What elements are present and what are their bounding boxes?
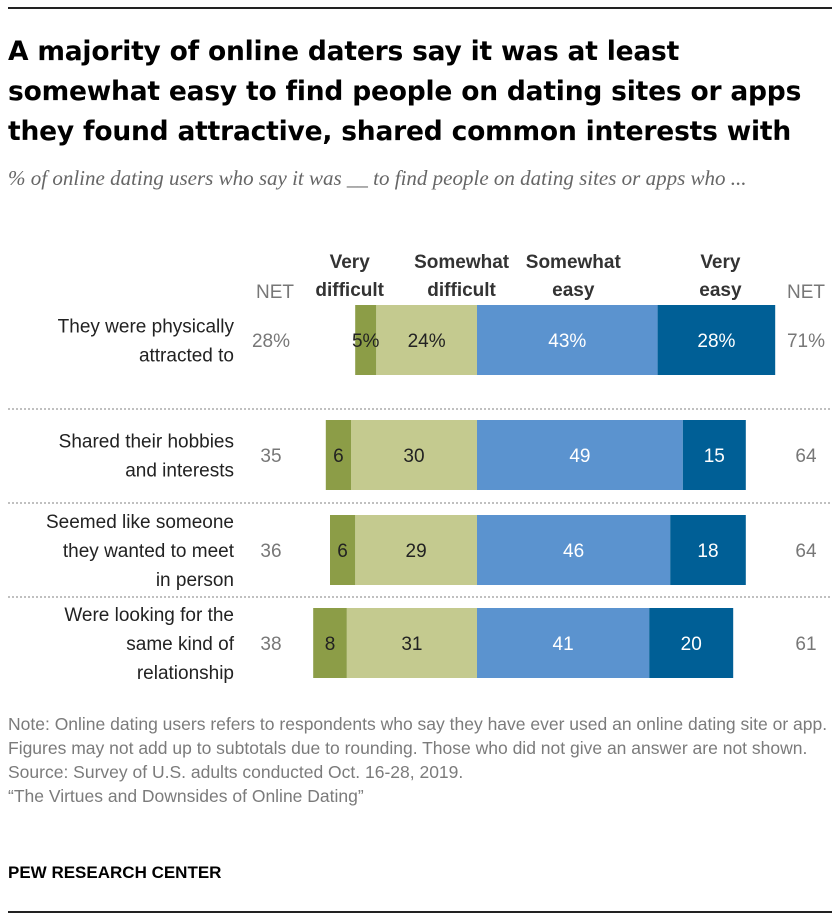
- legend-label-line: easy: [699, 280, 742, 301]
- data-label: 49: [569, 446, 590, 467]
- source-text: Source: Survey of U.S. adults conducted …: [8, 762, 464, 782]
- net-difficult-value: 35: [260, 446, 281, 467]
- net-easy-value: 64: [795, 446, 817, 467]
- net-difficult-value: 36: [260, 541, 281, 562]
- data-label: 29: [406, 541, 427, 562]
- category-label: Shared their hobbies and interests: [59, 432, 234, 482]
- legend-label-line: Somewhat: [526, 252, 622, 273]
- bar-segment: [670, 515, 746, 585]
- report-title: “The Virtues and Downsides of Online Dat…: [8, 786, 364, 806]
- chart-title: A majority of online daters say it was a…: [8, 36, 802, 147]
- category-label-line: and interests: [125, 461, 234, 482]
- category-label-line: attracted to: [139, 346, 234, 367]
- category-label-line: Were looking for the: [64, 605, 234, 626]
- category-label: They were physically attracted to: [58, 317, 235, 367]
- net-difficult-value: 38: [260, 634, 281, 655]
- bar-segment: [330, 515, 356, 585]
- category-label-line: same kind of: [126, 634, 234, 655]
- data-label: 30: [403, 446, 424, 467]
- data-label: 46: [563, 541, 584, 562]
- data-label: 20: [681, 634, 702, 655]
- legend-label-line: easy: [552, 280, 595, 301]
- bar-segment: [355, 515, 477, 585]
- bottom-rule: [8, 911, 832, 913]
- data-label: 43%: [548, 331, 586, 352]
- org-name: PEW RESEARCH CENTER: [8, 863, 222, 882]
- data-label: 28%: [697, 331, 735, 352]
- data-label: 6: [337, 541, 348, 562]
- data-label: 31: [401, 634, 422, 655]
- category-label-line: relationship: [137, 663, 234, 684]
- legend-label: Very difficult: [315, 252, 384, 301]
- legend-label: Very easy: [699, 252, 742, 301]
- legend-label-line: Somewhat: [414, 252, 510, 273]
- stacked-bar-chart: Very difficult Somewhat difficult Somewhat ea…: [8, 252, 832, 684]
- data-label: 24%: [408, 331, 446, 352]
- category-label: Seemed like someone they wanted to meet in…: [46, 512, 235, 591]
- legend-label-line: Very: [700, 252, 741, 273]
- chart-notes: Note: Online dating users refers to resp…: [8, 712, 828, 808]
- bar-segment: [325, 420, 351, 490]
- net-easy-header: NET: [787, 282, 825, 303]
- bar-segment: [346, 608, 477, 678]
- data-label: 5%: [352, 331, 380, 352]
- category-label-line: They were physically: [58, 317, 235, 338]
- net-easy-value: 64: [795, 541, 817, 562]
- category-label-line: they wanted to meet: [63, 541, 235, 562]
- data-label: 41: [553, 634, 574, 655]
- legend-label: Somewhat easy: [526, 252, 622, 301]
- note-text: Note: Online dating users refers to resp…: [8, 714, 828, 758]
- bar-segment: [682, 420, 746, 490]
- net-easy-value: 61: [795, 634, 816, 655]
- bar-segment: [477, 608, 650, 678]
- legend-label: Somewhat difficult: [414, 252, 510, 301]
- bar-segment: [477, 420, 683, 490]
- bar-segment: [313, 608, 347, 678]
- bar-segment: [649, 608, 734, 678]
- net-difficult-value: 28%: [252, 331, 290, 352]
- data-label: 8: [325, 634, 336, 655]
- data-label: 6: [333, 446, 344, 467]
- bar-segment: [351, 420, 477, 490]
- category-label-line: Shared their hobbies: [59, 432, 234, 453]
- category-label-line: Seemed like someone: [46, 512, 234, 533]
- legend-label-line: difficult: [427, 280, 496, 301]
- bar-segment: [657, 305, 776, 375]
- bar-segment: [376, 305, 477, 375]
- category-label-line: in person: [156, 570, 234, 591]
- legend-label-line: difficult: [315, 280, 384, 301]
- bar-segment: [355, 305, 377, 375]
- chart-subtitle: % of online dating users who say it was …: [8, 166, 747, 190]
- top-rule: [8, 7, 832, 9]
- bar-segment: [477, 515, 671, 585]
- net-easy-value: 71%: [787, 331, 825, 352]
- legend-label-line: Very: [330, 252, 371, 273]
- category-label: Were looking for the same kind of relation…: [64, 605, 234, 684]
- bar-segment: [477, 305, 658, 375]
- data-label: 15: [704, 446, 725, 467]
- net-difficult-header: NET: [256, 282, 294, 303]
- data-label: 18: [697, 541, 718, 562]
